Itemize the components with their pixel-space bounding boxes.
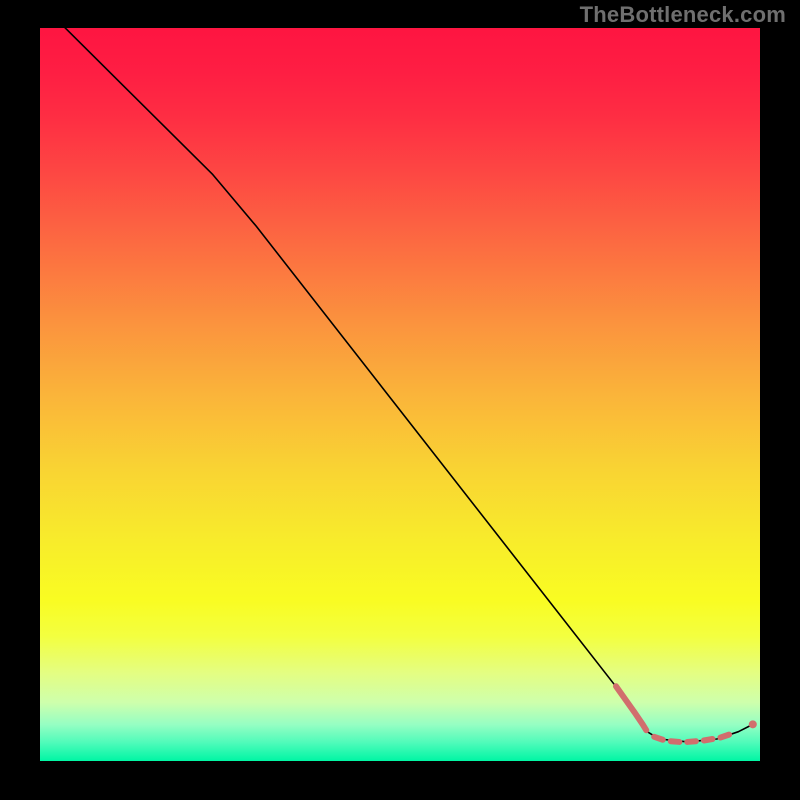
attribution-text: TheBottleneck.com [580, 2, 786, 28]
end-dot [749, 720, 757, 728]
chart-frame: TheBottleneck.com [0, 0, 800, 800]
chart-svg [40, 28, 760, 761]
plot-area [40, 28, 760, 761]
chart-background [40, 28, 760, 761]
